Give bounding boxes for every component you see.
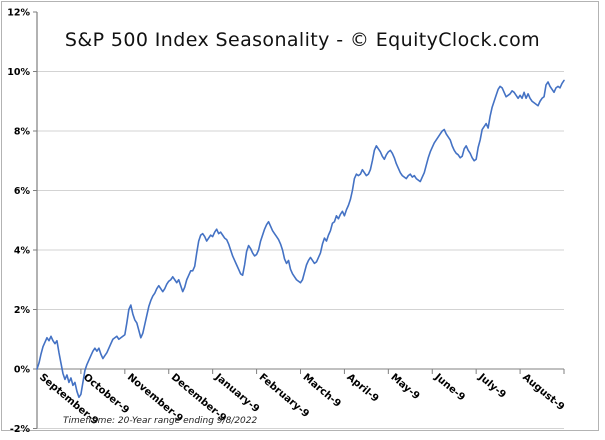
y-tick-label: 4% [14, 246, 31, 257]
chart-image-frame [1, 1, 599, 431]
x-tick-label: August-9 [520, 372, 566, 413]
y-tick-label: 12% [7, 8, 30, 19]
series [36, 79, 565, 399]
x-tick-label: May-9 [388, 372, 421, 402]
seasonality-series-line [36, 79, 565, 399]
y-tick-label: 2% [14, 305, 31, 316]
axes [33, 11, 565, 429]
gridlines [37, 71, 564, 429]
x-tick-label: June-9 [432, 371, 467, 403]
x-tick-label: March-9 [301, 372, 343, 410]
y-tick-label: -2% [10, 424, 31, 435]
x-tick-label: April-9 [344, 372, 380, 405]
y-tick-label: 8% [14, 127, 31, 138]
timeframe-footnote: Timeframe: 20-Year range ending 9/8/2022 [63, 416, 258, 426]
chart-title: S&P 500 Index Seasonality - © EquityCloc… [64, 29, 541, 51]
y-tick-label: 6% [14, 186, 31, 197]
x-tick-label: July-9 [475, 371, 507, 401]
y-tick-label: 10% [7, 67, 30, 78]
y-tick-label: 0% [14, 365, 31, 376]
